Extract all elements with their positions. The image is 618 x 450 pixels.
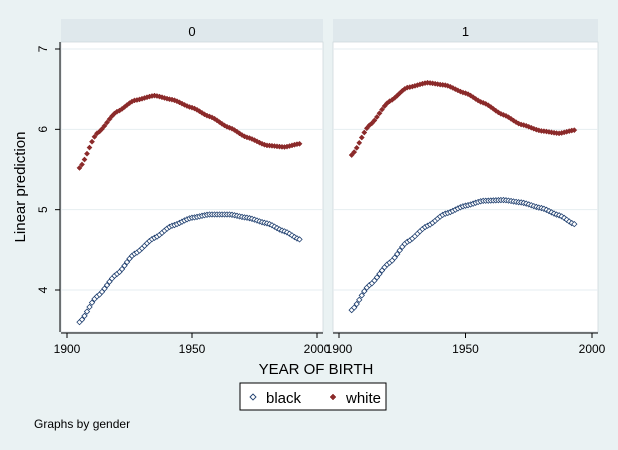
point-white-panel0 bbox=[84, 150, 90, 157]
point-black-panel1 bbox=[361, 288, 368, 295]
y-tick-label-6: 6 bbox=[36, 126, 50, 133]
point-white-panel0 bbox=[106, 116, 113, 123]
point-white-panel0 bbox=[104, 119, 110, 126]
y-tick-label-4: 4 bbox=[36, 286, 50, 293]
point-white-panel1 bbox=[371, 117, 378, 124]
point-white-panel1 bbox=[356, 139, 363, 146]
point-white-panel1 bbox=[379, 106, 385, 113]
point-white-panel0 bbox=[219, 120, 225, 127]
point-white-panel0 bbox=[236, 130, 243, 137]
point-black-panel0 bbox=[296, 236, 303, 243]
point-white-panel0 bbox=[79, 161, 85, 168]
legend-box bbox=[239, 382, 387, 411]
x-tick-label-1900: 1900 bbox=[54, 342, 81, 356]
x-tick-label-2000: 2000 bbox=[579, 342, 606, 356]
point-white-panel1 bbox=[485, 102, 492, 109]
panel-plot-1 bbox=[332, 41, 599, 333]
point-white-panel0 bbox=[86, 144, 93, 151]
point-white-panel1 bbox=[475, 97, 482, 104]
point-black-panel0 bbox=[123, 258, 131, 266]
point-black-panel0 bbox=[78, 316, 86, 323]
point-black-panel1 bbox=[353, 300, 360, 308]
point-white-panel1 bbox=[510, 117, 517, 124]
point-white-panel0 bbox=[89, 138, 95, 145]
y-axis-label: Linear prediction bbox=[12, 132, 29, 243]
point-black-panel0 bbox=[83, 308, 91, 315]
point-white-panel0 bbox=[239, 132, 245, 138]
point-black-panel0 bbox=[101, 285, 108, 292]
x-tick-label-1950: 1950 bbox=[179, 342, 206, 356]
panel-strip-1 bbox=[333, 19, 598, 42]
point-white-panel0 bbox=[99, 125, 105, 132]
point-black-panel0 bbox=[86, 303, 93, 311]
legend-marker-white-icon bbox=[329, 393, 337, 401]
point-black-panel1 bbox=[376, 270, 383, 278]
point-white-panel1 bbox=[513, 119, 520, 126]
point-black-panel0 bbox=[81, 312, 88, 320]
point-black-panel0 bbox=[286, 230, 293, 237]
y-tick-label-7: 7 bbox=[36, 45, 50, 52]
point-black-panel1 bbox=[396, 247, 403, 254]
point-white-panel0 bbox=[76, 164, 83, 171]
point-white-panel1 bbox=[361, 129, 368, 136]
legend-marker-black-icon bbox=[249, 393, 257, 401]
point-white-panel0 bbox=[91, 133, 98, 140]
footer-note: Graphs by gender bbox=[34, 417, 130, 431]
point-black-panel1 bbox=[391, 254, 398, 261]
legend-label-black: black bbox=[266, 390, 302, 407]
x-axis-label: YEAR OF BIRTH bbox=[259, 361, 374, 378]
point-white-panel1 bbox=[373, 114, 380, 120]
point-black-panel1 bbox=[373, 274, 381, 281]
point-black-panel1 bbox=[558, 213, 565, 220]
point-black-panel0 bbox=[118, 265, 126, 273]
panel-title-1: 1 bbox=[462, 24, 469, 39]
panel-plot-0 bbox=[60, 41, 324, 333]
point-black-panel0 bbox=[88, 299, 96, 306]
point-white-panel1 bbox=[495, 109, 502, 116]
point-black-panel0 bbox=[103, 282, 111, 289]
x-tick-label-2000: 2000 bbox=[304, 342, 331, 356]
point-black-panel1 bbox=[571, 220, 578, 228]
point-white-panel1 bbox=[376, 110, 383, 117]
point-black-panel1 bbox=[356, 296, 363, 304]
point-black-panel1 bbox=[351, 304, 358, 311]
point-black-panel1 bbox=[358, 292, 365, 299]
point-white-panel0 bbox=[196, 108, 203, 115]
panel-title-0: 0 bbox=[188, 24, 195, 39]
point-white-panel1 bbox=[351, 149, 358, 156]
point-white-panel0 bbox=[81, 156, 88, 163]
point-white-panel1 bbox=[353, 144, 360, 151]
x-tick-label-1900: 1900 bbox=[326, 342, 353, 356]
panel-strip-0 bbox=[61, 19, 323, 42]
x-tick-label-1950: 1950 bbox=[452, 342, 479, 356]
point-white-panel1 bbox=[358, 134, 365, 141]
point-white-panel1 bbox=[503, 112, 509, 119]
legend-label-white: white bbox=[345, 390, 381, 407]
point-white-panel0 bbox=[296, 140, 303, 147]
point-white-panel0 bbox=[194, 106, 200, 113]
y-tick-label-5: 5 bbox=[36, 206, 50, 213]
point-white-panel1 bbox=[492, 107, 499, 114]
point-white-panel0 bbox=[101, 122, 108, 129]
point-white-panel1 bbox=[472, 95, 479, 102]
point-white-panel0 bbox=[209, 114, 215, 121]
point-black-panel0 bbox=[121, 262, 128, 269]
point-black-panel1 bbox=[394, 250, 401, 258]
point-white-panel1 bbox=[571, 127, 578, 134]
